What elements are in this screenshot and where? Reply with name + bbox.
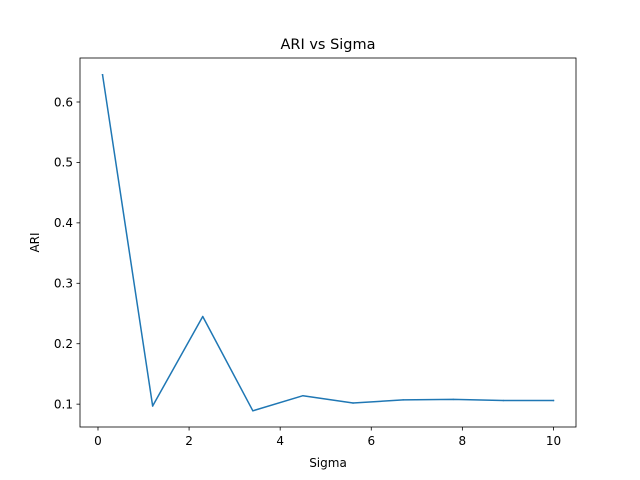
x-tick-label: 6 [367, 434, 375, 448]
data-point [101, 74, 104, 76]
axes-frame [79, 57, 577, 428]
x-axis-ticks: 0 2 4 6 8 10 [94, 427, 561, 448]
x-tick-label: 10 [546, 434, 561, 448]
x-tick-label: 8 [459, 434, 467, 448]
data-point [502, 399, 505, 402]
x-tick-label: 4 [276, 434, 284, 448]
ari-series-line [101, 73, 555, 412]
y-axis-label: ARI [28, 232, 42, 252]
data-point [151, 405, 154, 407]
y-tick-label: 0.4 [54, 216, 73, 230]
y-tick-label: 0.2 [54, 337, 73, 351]
y-tick-label: 0.3 [54, 277, 73, 291]
data-point [352, 402, 354, 404]
x-tick-label: 2 [185, 434, 193, 448]
y-axis-ticks: 0.1 0.2 0.3 0.4 0.5 0.6 [54, 95, 80, 411]
x-axis-label: Sigma [309, 456, 347, 470]
y-tick-label: 0.5 [54, 156, 73, 170]
y-tick-label: 0.6 [54, 95, 73, 109]
data-point [452, 398, 455, 401]
data-point [402, 399, 404, 401]
data-point [201, 315, 204, 318]
plot-area [80, 58, 576, 427]
y-tick-label: 0.1 [54, 397, 73, 411]
data-point [252, 410, 254, 412]
x-tick-label: 0 [94, 434, 102, 448]
chart-title: ARI vs Sigma [280, 37, 375, 53]
data-point [552, 399, 555, 402]
data-point [302, 394, 304, 397]
series-points [101, 74, 555, 412]
